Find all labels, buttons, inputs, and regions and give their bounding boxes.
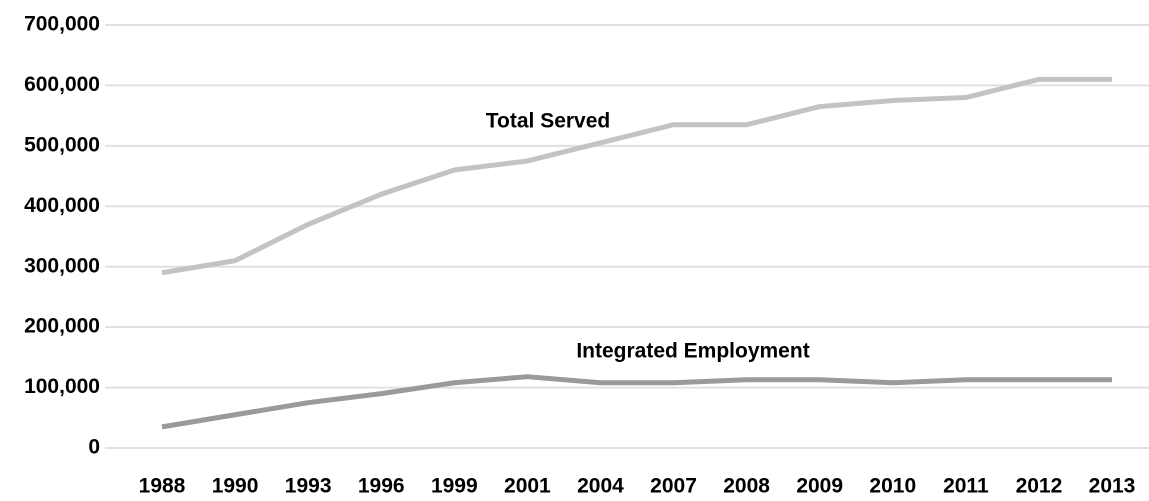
x-tick-label: 2009 — [796, 475, 843, 498]
x-tick-label: 2012 — [1016, 475, 1063, 498]
series-line — [161, 374, 1112, 430]
x-tick-label: 2004 — [577, 475, 624, 498]
y-tick-label: 300,000 — [24, 254, 100, 277]
x-tick-label: 1993 — [285, 475, 332, 498]
x-tick-label: 1988 — [139, 475, 186, 498]
y-tick-label: 500,000 — [24, 133, 100, 156]
y-tick-label: 600,000 — [24, 73, 100, 96]
x-tick-label: 1996 — [358, 475, 405, 498]
x-tick-label: 1999 — [431, 475, 478, 498]
x-tick-label: 2008 — [723, 475, 770, 498]
x-tick-label: 2001 — [504, 475, 551, 498]
x-tick-label: 2013 — [1089, 475, 1136, 498]
y-tick-label: 700,000 — [24, 13, 100, 36]
y-tick-label: 100,000 — [24, 375, 100, 398]
x-tick-label: 2007 — [650, 475, 697, 498]
x-tick-label: 1990 — [212, 475, 259, 498]
series-label: Total Served — [486, 110, 610, 133]
series-line — [161, 76, 1112, 276]
x-tick-label: 2011 — [943, 475, 989, 498]
y-tick-label: 200,000 — [24, 315, 100, 338]
y-tick-label: 400,000 — [24, 194, 100, 217]
series-label: Integrated Employment — [576, 340, 809, 363]
y-tick-label: 0 — [88, 436, 100, 459]
x-tick-label: 2010 — [869, 475, 916, 498]
